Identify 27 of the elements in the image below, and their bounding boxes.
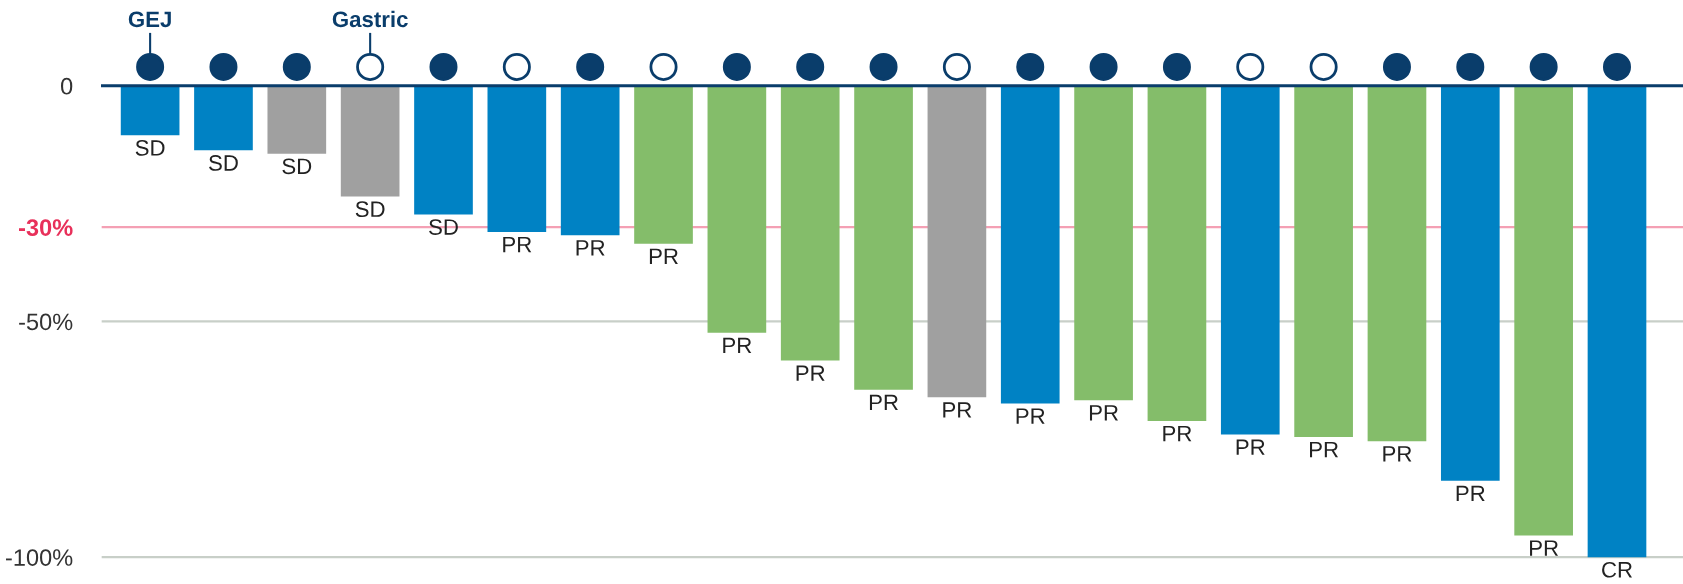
series-label: Gastric bbox=[332, 10, 408, 28]
y-tick-label: 0 bbox=[60, 77, 73, 95]
data-label: PR bbox=[943, 402, 972, 418]
y-tick-label: -100% bbox=[6, 549, 73, 566]
y-tick-label: -50% bbox=[19, 313, 73, 331]
data-label: PR bbox=[1163, 425, 1192, 442]
data-label: PR bbox=[1530, 540, 1559, 556]
data-label: PR bbox=[796, 365, 825, 381]
data-label: SD bbox=[429, 219, 458, 235]
data-label: PR bbox=[576, 240, 605, 256]
data-label: PR bbox=[1383, 446, 1412, 462]
data-label: PR bbox=[1089, 405, 1118, 421]
data-label: PR bbox=[1456, 485, 1485, 502]
data-label: PR bbox=[1310, 441, 1339, 458]
data-label: CR bbox=[1602, 561, 1633, 578]
y-tick-label: -30% bbox=[19, 219, 73, 237]
data-label: SD bbox=[209, 155, 238, 171]
data-label: SD bbox=[135, 140, 165, 156]
data-label: SD bbox=[282, 158, 312, 175]
series-label: GEJ bbox=[128, 11, 171, 28]
data-label: PR bbox=[503, 236, 532, 253]
data-label: SD bbox=[355, 201, 385, 218]
data-label: PR bbox=[869, 394, 898, 411]
data-label: PR bbox=[1236, 439, 1265, 455]
data-label: PR bbox=[723, 337, 752, 354]
data-label: PR bbox=[1016, 408, 1045, 424]
data-label: PR bbox=[649, 248, 678, 264]
